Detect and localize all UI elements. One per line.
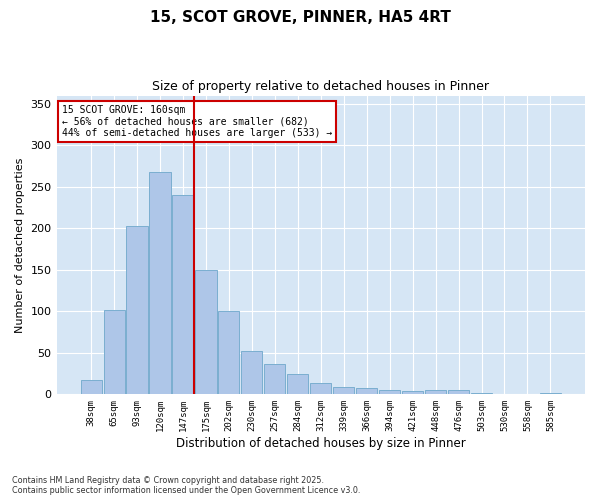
Bar	[196, 270, 217, 394]
Bar	[287, 374, 308, 394]
Text: Contains HM Land Registry data © Crown copyright and database right 2025.
Contai: Contains HM Land Registry data © Crown c…	[12, 476, 361, 495]
Bar	[448, 390, 469, 394]
X-axis label: Distribution of detached houses by size in Pinner: Distribution of detached houses by size …	[176, 437, 466, 450]
Bar	[172, 195, 194, 394]
Bar	[356, 388, 377, 394]
Y-axis label: Number of detached properties: Number of detached properties	[15, 158, 25, 332]
Bar	[241, 351, 262, 395]
Bar	[218, 312, 239, 394]
Bar	[540, 392, 561, 394]
Bar	[333, 387, 354, 394]
Bar	[379, 390, 400, 394]
Bar	[310, 382, 331, 394]
Title: Size of property relative to detached houses in Pinner: Size of property relative to detached ho…	[152, 80, 489, 93]
Text: 15, SCOT GROVE, PINNER, HA5 4RT: 15, SCOT GROVE, PINNER, HA5 4RT	[149, 10, 451, 25]
Text: 15 SCOT GROVE: 160sqm
← 56% of detached houses are smaller (682)
44% of semi-det: 15 SCOT GROVE: 160sqm ← 56% of detached …	[62, 104, 332, 138]
Bar	[127, 226, 148, 394]
Bar	[471, 392, 492, 394]
Bar	[80, 380, 101, 394]
Bar	[104, 310, 125, 394]
Bar	[149, 172, 170, 394]
Bar	[425, 390, 446, 394]
Bar	[264, 364, 286, 394]
Bar	[402, 391, 423, 394]
